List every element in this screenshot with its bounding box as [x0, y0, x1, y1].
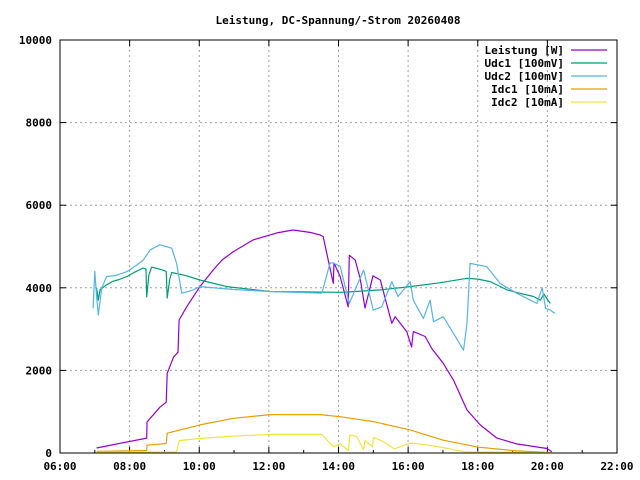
x-tick-label: 20:00 — [531, 460, 564, 473]
series-line-1 — [96, 266, 551, 304]
series-line-0 — [96, 229, 553, 453]
x-tick-label: 12:00 — [252, 460, 285, 473]
chart-title: Leistung, DC-Spannung/-Strom 20260408 — [215, 14, 460, 27]
y-tick-label: 10000 — [19, 34, 52, 47]
series-line-2 — [92, 244, 556, 351]
axis-ticks: 06:00 08:00 10:00 12:00 14:00 16:00 18:00 20:00… — [19, 34, 634, 473]
y-tick-label: 0 — [45, 447, 52, 460]
y-tick-label: 6000 — [26, 199, 53, 212]
grid — [60, 40, 617, 453]
legend-label: Idc1 [10mA] — [491, 83, 564, 96]
y-tick-label: 8000 — [26, 117, 53, 130]
x-tick-label: 16:00 — [392, 460, 425, 473]
x-tick-label: 06:00 — [43, 460, 76, 473]
legend-label: Udc2 [100mV] — [485, 70, 564, 83]
x-tick-label: 10:00 — [183, 460, 216, 473]
x-tick-label: 14:00 — [322, 460, 355, 473]
y-tick-label: 4000 — [26, 282, 53, 295]
legend: Leistung [W]Udc1 [100mV]Udc2 [100mV]Idc1… — [485, 44, 607, 109]
x-tick-label: 08:00 — [113, 460, 146, 473]
y-tick-label: 2000 — [26, 364, 53, 377]
legend-label: Udc1 [100mV] — [485, 57, 564, 70]
legend-label: Leistung [W] — [485, 44, 564, 57]
x-tick-label: 22:00 — [600, 460, 633, 473]
plot-border — [59, 39, 618, 454]
series-lines — [92, 229, 556, 454]
legend-label: Idc2 [10mA] — [491, 96, 564, 109]
x-tick-label: 18:00 — [461, 460, 494, 473]
series-line-4 — [96, 433, 552, 454]
series-line-3 — [96, 414, 552, 454]
